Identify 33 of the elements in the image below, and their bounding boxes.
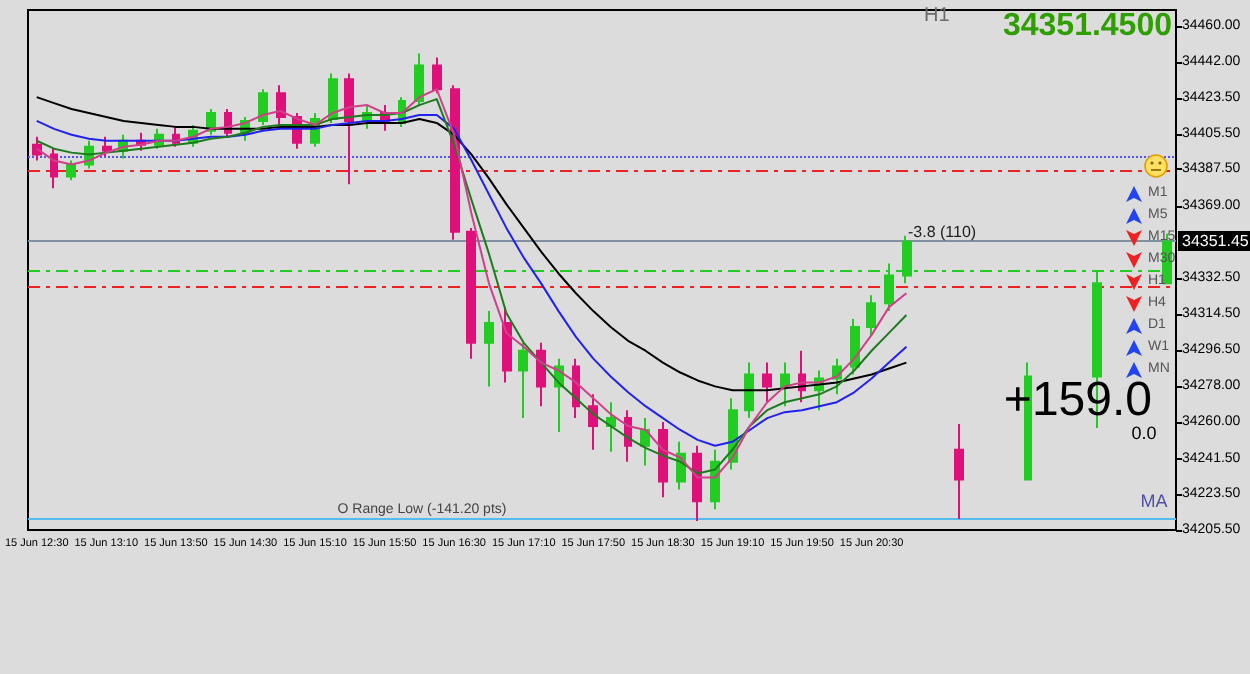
candlestick — [102, 135, 112, 158]
candlestick — [484, 310, 494, 388]
candlestick — [866, 294, 876, 336]
candlestick — [518, 341, 528, 420]
candlestick — [762, 361, 772, 404]
annotation: 0.0 — [1131, 423, 1157, 443]
candlestick — [50, 147, 58, 190]
candlestick — [66, 159, 76, 182]
ref-line-label: 34351.45 — [1182, 231, 1250, 250]
candlestick — [640, 417, 650, 467]
annotation: 34351.4500 — [1002, 9, 1173, 43]
candlestick — [32, 135, 42, 162]
candlestick — [414, 52, 424, 107]
candlestick — [328, 72, 338, 124]
candlestick — [606, 401, 616, 453]
candlestick — [502, 306, 512, 384]
candlestick — [744, 361, 754, 420]
candlestick — [276, 84, 286, 126]
candlestick — [850, 318, 860, 376]
candlestick — [658, 421, 668, 499]
candlestick — [536, 341, 546, 408]
annotation: -3.8 (110) — [908, 223, 977, 241]
candlestick — [954, 423, 964, 521]
candlestick — [432, 56, 442, 95]
candlestick — [258, 88, 268, 126]
candlestick — [780, 361, 790, 408]
annotation: MA — [1140, 491, 1168, 511]
line-series — [35, 96, 908, 392]
annotation: H1 — [924, 5, 951, 27]
candlestick — [344, 72, 354, 186]
candlestick — [588, 393, 598, 451]
candlestick — [466, 226, 476, 360]
candlestick — [692, 444, 702, 523]
